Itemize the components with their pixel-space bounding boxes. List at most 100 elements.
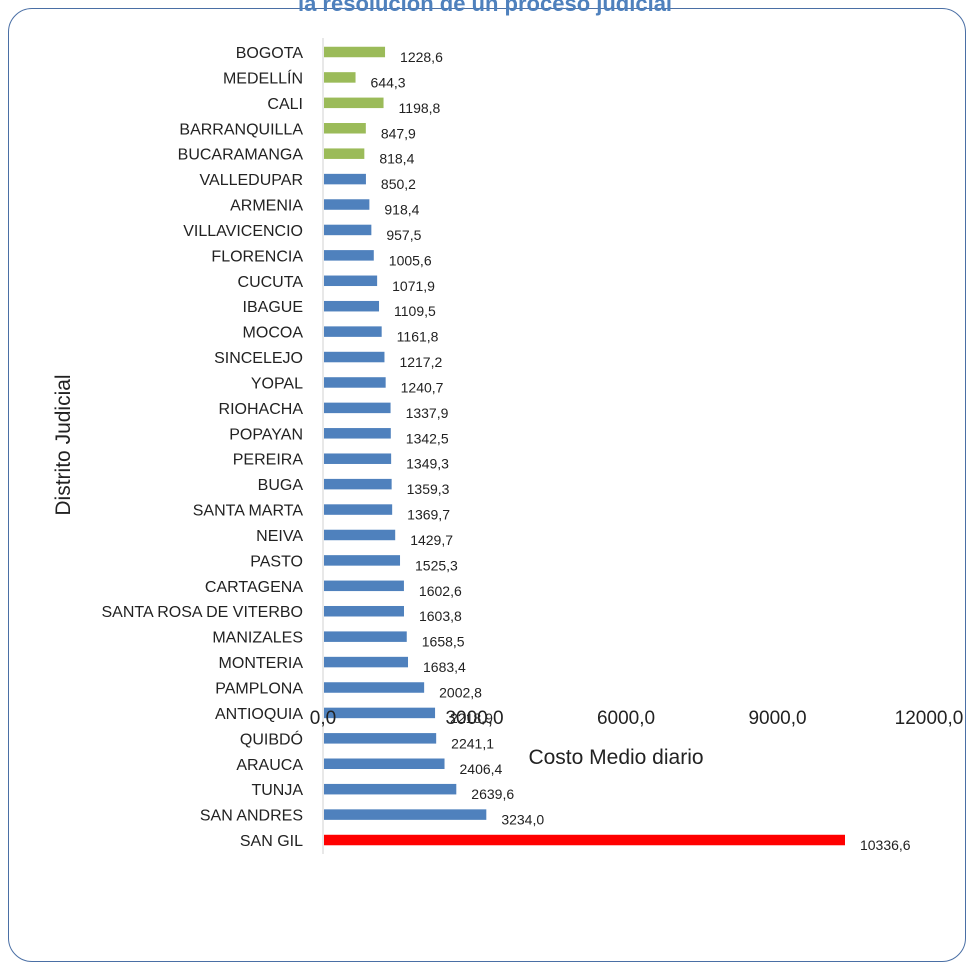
value-label-22: 1603,8 bbox=[419, 608, 462, 624]
category-label-12: SINCELEJO bbox=[214, 350, 303, 367]
y-axis-label: Distrito Judicial bbox=[52, 374, 75, 515]
bar-31 bbox=[324, 834, 845, 846]
bar-13 bbox=[324, 377, 386, 388]
value-label-5: 850,2 bbox=[381, 176, 416, 192]
value-label-8: 1005,6 bbox=[389, 252, 432, 268]
value-label-10: 1109,5 bbox=[394, 303, 436, 319]
bar-0 bbox=[324, 46, 386, 58]
category-label-14: RIOHACHA bbox=[219, 401, 304, 418]
category-label-30: SAN ANDRES bbox=[200, 808, 303, 825]
value-label-4: 818,4 bbox=[379, 151, 414, 167]
value-label-3: 847,9 bbox=[381, 125, 416, 141]
value-label-11: 1161,8 bbox=[397, 329, 439, 345]
value-label-17: 1359,3 bbox=[407, 481, 450, 497]
category-label-2: CALI bbox=[267, 96, 303, 113]
x-tick-label-0: 0,0 bbox=[310, 708, 336, 729]
value-label-13: 1240,7 bbox=[401, 379, 444, 395]
bars-group bbox=[324, 46, 845, 846]
bar-22 bbox=[324, 605, 404, 617]
x-axis-label: Costo Medio diario bbox=[528, 746, 703, 769]
category-labels: BOGOTA MEDELLÍN CALI BARRANQUILLA BUCARAMANG… bbox=[101, 45, 303, 850]
category-label-21: CARTAGENA bbox=[205, 579, 303, 596]
value-label-27: 2241,1 bbox=[451, 735, 494, 751]
bar-14 bbox=[324, 402, 391, 414]
category-label-6: ARMENIA bbox=[230, 198, 303, 215]
bar-28 bbox=[324, 758, 445, 770]
value-label-15: 1342,5 bbox=[406, 430, 449, 446]
bar-2 bbox=[324, 97, 384, 109]
category-label-11: MOCOA bbox=[243, 325, 304, 342]
bar-10 bbox=[324, 300, 380, 312]
category-label-1: MEDELLÍN bbox=[223, 68, 303, 87]
category-label-29: TUNJA bbox=[251, 782, 303, 799]
category-label-18: SANTA MARTA bbox=[193, 503, 304, 520]
value-label-0: 1228,6 bbox=[400, 49, 443, 65]
bar-21 bbox=[324, 580, 404, 592]
category-label-15: POPAYAN bbox=[229, 426, 303, 443]
category-label-13: YOPAL bbox=[251, 375, 303, 392]
category-label-0: BOGOTA bbox=[236, 45, 304, 62]
value-label-24: 1683,4 bbox=[423, 659, 466, 675]
bar-11 bbox=[324, 326, 382, 337]
value-labels: 1228,6 644,3 1198,8 847,9 818,4 850,2 918,4 957… bbox=[371, 49, 911, 853]
chart-frame bbox=[8, 8, 966, 962]
category-label-17: BUGA bbox=[258, 477, 304, 494]
bar-19 bbox=[324, 529, 396, 541]
chart-title: la resolución de un proceso judicial bbox=[297, 0, 673, 16]
bar-29 bbox=[324, 783, 457, 795]
value-label-6: 918,4 bbox=[384, 202, 419, 218]
bar-24 bbox=[324, 656, 409, 668]
value-label-18: 1369,7 bbox=[407, 507, 450, 523]
value-label-7: 957,5 bbox=[386, 227, 421, 243]
value-label-1: 644,3 bbox=[371, 74, 406, 90]
value-label-12: 1217,2 bbox=[399, 354, 442, 370]
category-label-31: SAN GIL bbox=[240, 833, 303, 850]
bar-17 bbox=[324, 478, 392, 490]
value-label-28: 2406,4 bbox=[460, 761, 503, 777]
bar-6 bbox=[324, 199, 370, 210]
bar-23 bbox=[324, 631, 407, 642]
x-tick-label-1: 3000,0 bbox=[445, 708, 503, 729]
bar-25 bbox=[324, 682, 425, 693]
bar-15 bbox=[324, 428, 391, 439]
category-label-22: SANTA ROSA DE VITERBO bbox=[101, 604, 303, 621]
bar-7 bbox=[324, 224, 372, 236]
bar-30 bbox=[324, 809, 487, 820]
category-label-4: BUCARAMANGA bbox=[178, 147, 304, 164]
value-label-14: 1337,9 bbox=[406, 405, 449, 421]
x-tick-label-3: 9000,0 bbox=[748, 708, 806, 729]
category-label-19: NEIVA bbox=[256, 528, 303, 545]
value-label-19: 1429,7 bbox=[410, 532, 453, 548]
category-label-9: CUCUTA bbox=[238, 274, 304, 291]
category-label-24: MONTERIA bbox=[219, 655, 304, 672]
value-label-9: 1071,9 bbox=[392, 278, 435, 294]
value-label-30: 3234,0 bbox=[501, 812, 544, 828]
category-label-20: PASTO bbox=[250, 553, 303, 570]
category-label-27: QUIBDÓ bbox=[240, 729, 303, 748]
bar-12 bbox=[324, 351, 385, 363]
bar-3 bbox=[324, 123, 366, 134]
bar-5 bbox=[324, 173, 366, 185]
value-label-26: 2218,9 bbox=[450, 710, 493, 726]
category-label-23: MANIZALES bbox=[212, 630, 303, 647]
bar-26 bbox=[324, 707, 436, 719]
bar-1 bbox=[324, 72, 356, 83]
bar-20 bbox=[324, 555, 401, 566]
value-label-31: 10336,6 bbox=[860, 837, 911, 853]
value-label-21: 1602,6 bbox=[419, 583, 462, 599]
category-label-25: PAMPLONA bbox=[215, 681, 303, 698]
bar-9 bbox=[324, 275, 378, 287]
category-label-28: ARAUCA bbox=[236, 757, 303, 774]
category-label-10: IBAGUE bbox=[243, 299, 303, 316]
value-label-25: 2002,8 bbox=[439, 685, 482, 701]
bar-8 bbox=[324, 250, 374, 261]
value-label-23: 1658,5 bbox=[422, 634, 465, 650]
bar-18 bbox=[324, 504, 393, 515]
category-label-26: ANTIOQUIA bbox=[215, 706, 303, 723]
value-label-16: 1349,3 bbox=[406, 456, 449, 472]
value-label-20: 1525,3 bbox=[415, 557, 458, 573]
category-label-3: BARRANQUILLA bbox=[179, 121, 303, 138]
x-tick-labels: 0,0 3000,0 6000,0 9000,0 12000,0 bbox=[310, 708, 964, 729]
value-label-2: 1198,8 bbox=[399, 100, 441, 116]
